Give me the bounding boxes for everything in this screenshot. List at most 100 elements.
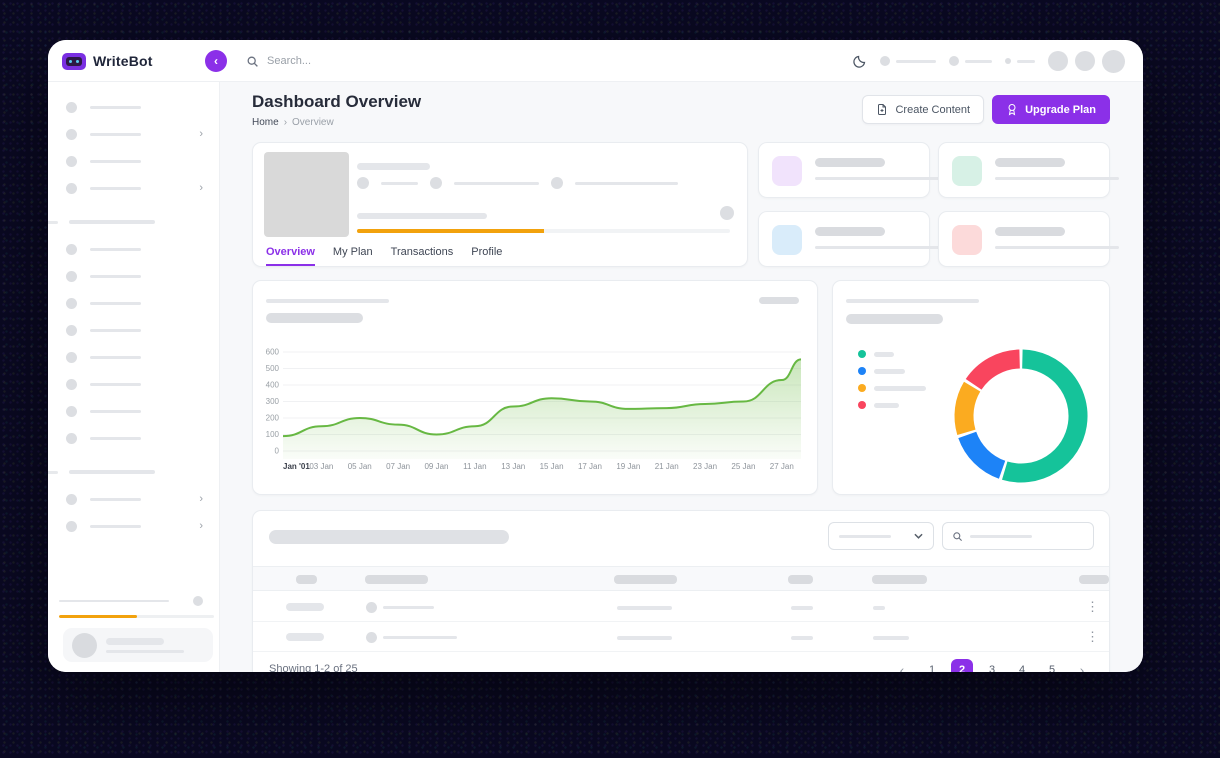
- skeleton-line: [896, 60, 936, 63]
- sidebar-item[interactable]: [48, 398, 219, 425]
- donut-chart: [946, 341, 1096, 491]
- tab-my-plan[interactable]: My Plan: [333, 237, 373, 266]
- sidebar-item[interactable]: [48, 317, 219, 344]
- skeleton-line: [90, 160, 141, 163]
- sidebar-item[interactable]: ›: [48, 513, 219, 540]
- sidebar-item-icon: [66, 183, 77, 194]
- skeleton-line: [69, 220, 155, 225]
- tab-overview[interactable]: Overview: [266, 237, 315, 266]
- info-circle-icon[interactable]: [193, 596, 203, 606]
- topbar-skeleton-2[interactable]: [949, 56, 992, 66]
- page-title: Dashboard Overview: [252, 92, 421, 112]
- cell-skeleton: [286, 633, 324, 641]
- sidebar-item[interactable]: [48, 236, 219, 263]
- row-menu-kebab-icon[interactable]: ⋮: [1086, 599, 1099, 615]
- user-card-lines: [106, 638, 184, 653]
- documents-table-card: ⋮ ⋮ Showing 1-2 of 25 ‹ 1 2 3 4 5: [252, 510, 1110, 672]
- legend-dot-teal: [858, 350, 866, 358]
- skeleton-line: [846, 314, 943, 324]
- svg-text:400: 400: [266, 381, 280, 390]
- avatar[interactable]: [1075, 51, 1095, 71]
- main-content: Dashboard Overview Home › Overview Creat…: [220, 82, 1143, 672]
- sidebar-item[interactable]: ›: [48, 486, 219, 513]
- sidebar: › › › ›: [48, 82, 220, 672]
- tab-profile[interactable]: Profile: [471, 237, 502, 266]
- legend-item: [858, 401, 926, 409]
- sidebar-collapse-button[interactable]: ‹: [205, 50, 227, 72]
- skeleton-line: [1017, 60, 1035, 63]
- brand-logo[interactable]: WriteBot: [62, 40, 153, 82]
- sidebar-item[interactable]: [48, 371, 219, 398]
- row-menu-kebab-icon[interactable]: ⋮: [1086, 629, 1099, 645]
- breadcrumb-home[interactable]: Home: [252, 117, 279, 128]
- upgrade-plan-button[interactable]: Upgrade Plan: [992, 95, 1110, 124]
- chevron-right-icon: ›: [199, 183, 203, 194]
- table-header-row: [253, 566, 1109, 591]
- sidebar-item[interactable]: [48, 290, 219, 317]
- pagination-page-5[interactable]: 5: [1041, 659, 1063, 672]
- filter-select[interactable]: [828, 522, 934, 550]
- area-chart: 0100200300400500600Jan '0103 Jan05 Jan07…: [253, 281, 819, 496]
- column-header-skeleton: [872, 575, 927, 584]
- sidebar-item-icon: [66, 494, 77, 505]
- search-input[interactable]: [267, 55, 487, 67]
- column-header-skeleton: [1079, 575, 1109, 584]
- chevron-right-icon: ›: [199, 494, 203, 505]
- sidebar-item[interactable]: ›: [48, 175, 219, 202]
- avatar[interactable]: [1048, 51, 1068, 71]
- svg-text:Jan '01: Jan '01: [283, 462, 310, 471]
- pagination-prev-icon[interactable]: ‹: [891, 659, 913, 672]
- skeleton-dot: [1005, 58, 1011, 64]
- pagination-page-1[interactable]: 1: [921, 659, 943, 672]
- skeleton-line: [69, 470, 155, 475]
- sidebar-nav: › › › ›: [48, 94, 219, 540]
- pagination-next-icon[interactable]: ›: [1071, 659, 1093, 672]
- skeleton-line: [90, 525, 141, 528]
- cell-skeleton: [873, 606, 885, 610]
- skeleton-dot: [880, 56, 890, 66]
- profile-tabs: Overview My Plan Transactions Profile: [266, 237, 502, 266]
- create-content-label: Create Content: [895, 104, 970, 116]
- skeleton-line: [90, 383, 141, 386]
- sidebar-item[interactable]: [48, 148, 219, 175]
- user-card[interactable]: [63, 628, 213, 662]
- pagination-page-2-active[interactable]: 2: [951, 659, 973, 672]
- area-chart-svg: 0100200300400500600Jan '0103 Jan05 Jan07…: [253, 281, 819, 496]
- create-content-button[interactable]: Create Content: [862, 95, 984, 124]
- topbar-skeleton-3[interactable]: [1005, 58, 1035, 64]
- legend-dot-orange: [858, 384, 866, 392]
- svg-text:23 Jan: 23 Jan: [693, 462, 717, 471]
- search-icon: [952, 531, 963, 542]
- sidebar-item[interactable]: [48, 344, 219, 371]
- skeleton-line: [90, 329, 141, 332]
- skeleton-line: [995, 227, 1065, 236]
- skeleton-line: [59, 600, 169, 603]
- page-head: Dashboard Overview Home › Overview: [252, 92, 421, 128]
- file-plus-icon: [876, 103, 888, 116]
- pagination-page-3[interactable]: 3: [981, 659, 1003, 672]
- skeleton-dot: [430, 177, 442, 189]
- segment-teal: [1005, 359, 1078, 473]
- table-search-box[interactable]: [942, 522, 1094, 550]
- skeleton-line: [357, 213, 487, 219]
- sidebar-item[interactable]: ›: [48, 121, 219, 148]
- pagination-page-4[interactable]: 4: [1011, 659, 1033, 672]
- avatar[interactable]: [1102, 50, 1125, 73]
- skeleton-line: [90, 498, 141, 501]
- breadcrumb-separator-icon: ›: [284, 117, 287, 128]
- sidebar-item[interactable]: [48, 263, 219, 290]
- chevron-down-icon: [914, 533, 923, 539]
- search-icon: [246, 55, 259, 68]
- legend-dot-blue: [858, 367, 866, 375]
- chevron-right-icon: ›: [199, 129, 203, 140]
- sidebar-item[interactable]: [48, 425, 219, 452]
- tab-transactions[interactable]: Transactions: [391, 237, 454, 266]
- cell-skeleton: [791, 606, 813, 610]
- stat-card-2: [938, 142, 1110, 198]
- topbar-skeleton-1[interactable]: [880, 56, 936, 66]
- sidebar-item-icon: [66, 521, 77, 532]
- legend-item: [858, 367, 926, 375]
- dark-mode-moon-icon[interactable]: [852, 54, 867, 69]
- sidebar-item[interactable]: [48, 94, 219, 121]
- sidebar-item-icon: [66, 352, 77, 363]
